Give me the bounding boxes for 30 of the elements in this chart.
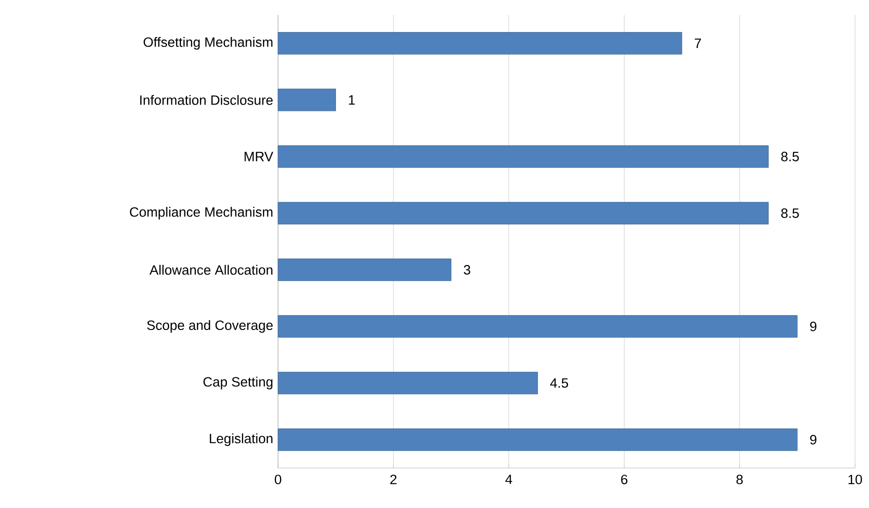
y-tick-label: MRV [244, 152, 274, 162]
bar [278, 202, 769, 224]
y-tick-label: Legislation [210, 433, 272, 446]
bar [278, 88, 336, 112]
y-tick-label: Cap Setting [203, 376, 272, 390]
data-label: 9 [810, 434, 816, 444]
bar [278, 145, 769, 168]
data-label: 4.5 [550, 378, 568, 388]
data-label: 1 [348, 95, 355, 105]
data-label: 3 [464, 265, 470, 275]
data-label: 8.5 [781, 152, 799, 162]
bar [278, 258, 452, 282]
x-tick-label: 4 [505, 474, 512, 484]
y-tick-label: Information Disclosure [140, 94, 273, 105]
data-label: 8.5 [781, 208, 799, 218]
data-label: 9 [810, 322, 816, 332]
bar [278, 32, 682, 55]
data-label: 7 [694, 38, 701, 48]
x-tick-label: 6 [621, 474, 628, 484]
y-tick-label: Scope and Coverage [147, 320, 273, 333]
x-tick-label: 2 [390, 474, 396, 484]
y-tick-label: Offsetting Mechanism [144, 37, 272, 50]
bar [278, 315, 798, 338]
y-tick-label: Allowance Allocation [150, 264, 272, 275]
x-tick-label: 10 [848, 474, 862, 484]
y-tick-label: Compliance Mechanism [130, 206, 272, 220]
bar [278, 428, 798, 451]
x-tick-label: 8 [736, 474, 743, 484]
bar [278, 372, 538, 394]
x-tick-label: 0 [274, 474, 282, 484]
